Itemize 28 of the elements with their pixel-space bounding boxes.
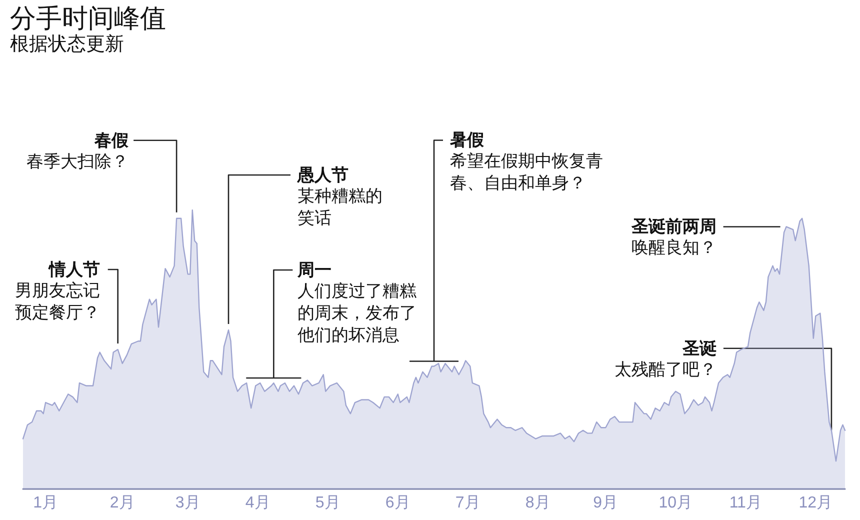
x-tick-label: 11月 — [729, 494, 762, 512]
annotation: 周一 — [296, 260, 332, 280]
annotation: 暑假 — [449, 130, 485, 150]
annotation: 愚人节 — [296, 165, 348, 184]
annotation: 情人节 — [48, 260, 100, 279]
annotation: 唤醒良知？ — [631, 238, 716, 258]
x-tick-label: 10月 — [658, 494, 693, 512]
annotation: 圣诞 — [681, 338, 716, 358]
annotation: 春假 — [94, 130, 130, 150]
chart-subtitle: 根据状态更新 — [10, 33, 124, 55]
text: 春季大扫除？ — [26, 152, 129, 171]
x-tick-label: 12月 — [798, 494, 833, 512]
text: 希望在假期中恢复青春、自由和单身？ — [450, 152, 603, 193]
x-tick-label: 1月 — [33, 494, 58, 512]
annotation: 太残酷了吧？ — [614, 360, 716, 379]
x-tick-label: 6月 — [385, 494, 410, 512]
x-tick-label: 5月 — [315, 494, 340, 512]
x-tick-label: 3月 — [175, 494, 200, 512]
x-tick-label: 4月 — [245, 494, 270, 512]
x-tick-label: 9月 — [593, 494, 618, 512]
annotation: 男朋友忘记预定餐厅？ — [14, 281, 100, 322]
annotation: 人们度过了糟糕的周末，发布了他们的坏消息 — [298, 281, 417, 344]
annotation: 某种糟糕的笑话 — [298, 186, 382, 228]
x-tick-label: 8月 — [525, 494, 550, 512]
x-tick-label: 2月 — [110, 494, 135, 512]
annotation: 圣诞前两周 — [630, 217, 716, 236]
x-tick-label: 7月 — [455, 494, 480, 512]
chart-title: 分手时间峰值 — [10, 3, 166, 33]
